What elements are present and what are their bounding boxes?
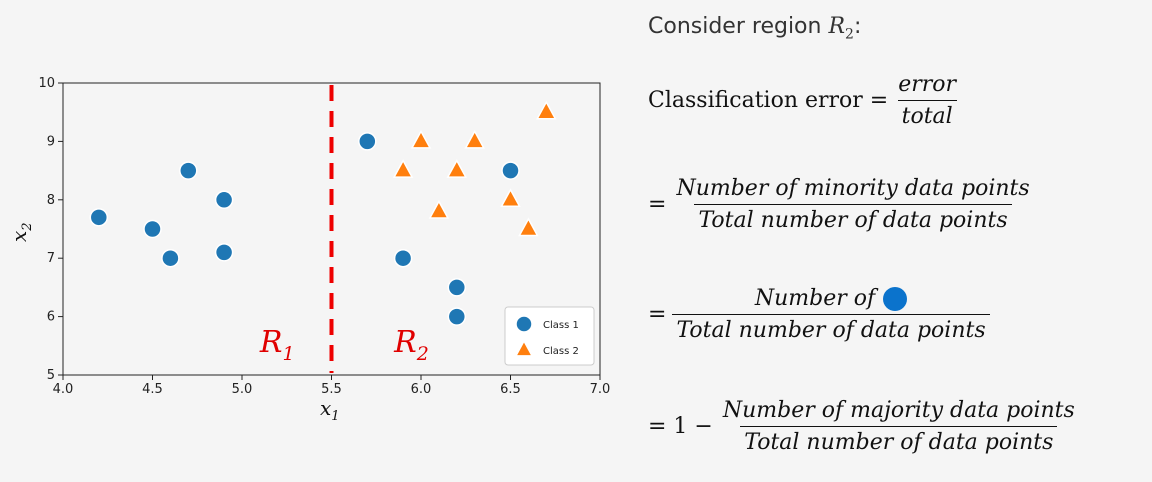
class-1-point (143, 219, 162, 239)
scatter-chart: 4.0 4.5 5.0 5.5 6.0 6.5 7.0 5 6 7 8 9 10 R1 R2 Class … (7, 76, 611, 424)
eq1-denominator: total (897, 100, 957, 129)
class-2-point (392, 159, 414, 178)
class-2-point (464, 129, 485, 149)
eq1-numerator: error (898, 72, 957, 97)
class-2-point (518, 217, 539, 237)
eq4-lhs: = 1 − (648, 414, 713, 439)
region-label-2: R2 (393, 325, 429, 365)
eq2-lhs: = (648, 192, 667, 217)
eq2-fraction: Number of minority data points Total num… (672, 176, 1033, 233)
y-tick-label: 5 (47, 368, 55, 383)
class-1-point (358, 132, 377, 151)
equation-classification-error: Classification error = error total (648, 72, 966, 129)
heading-variable: R2 (828, 14, 854, 43)
x-tick-label: 6.5 (500, 382, 521, 397)
panel-heading: Consider region R2: (648, 14, 861, 42)
eq4-numerator: Number of majority data points (722, 398, 1075, 423)
class-2-point (410, 129, 432, 149)
y-tick-label: 7 (47, 251, 55, 266)
class-1-point (393, 248, 413, 268)
eq3-numerator: Number of (751, 286, 911, 314)
eq1-lhs: Classification error = (648, 88, 889, 113)
eq2-denominator: Total number of data points (694, 204, 1012, 233)
legend-label: Class 1 (543, 320, 579, 331)
x-tick-label: 4.0 (53, 382, 74, 397)
x-tick-label: 5.5 (321, 382, 342, 397)
eq1-fraction: error total (894, 72, 960, 129)
class-2-point (500, 188, 521, 208)
class-2-point (446, 159, 468, 178)
heading-prefix: Consider region (648, 14, 829, 39)
y-tick-label: 10 (38, 76, 55, 91)
class-2-point (428, 199, 450, 219)
x-tick-label: 5.0 (232, 382, 253, 397)
eq2-numerator: Number of minority data points (676, 176, 1030, 201)
x-tick-label: 6.0 (411, 382, 432, 397)
legend-label: Class 2 (543, 346, 579, 357)
eq3-lhs: = (648, 302, 667, 327)
class-1-point (179, 161, 198, 180)
class-2-point (536, 100, 557, 120)
y-axis-label: x2 (7, 222, 35, 242)
y-tick-label: 8 (47, 193, 55, 208)
eq4-fraction: Number of majority data points Total num… (719, 398, 1079, 455)
eq4-denominator: Total number of data points (740, 426, 1058, 455)
explanation-panel: Consider region R2: Classification error… (640, 0, 1152, 482)
equation-minority: = Number of minority data points Total n… (648, 176, 1040, 233)
class-1-point (447, 307, 467, 326)
x-tick-label: 7.0 (590, 382, 611, 397)
y-tick-label: 9 (47, 134, 55, 149)
equation-class1-count: = Number of Total number of data points (648, 286, 996, 343)
class-1-point (447, 278, 467, 297)
region-label-1: R1 (259, 325, 295, 365)
x-axis-label: x1 (320, 396, 340, 424)
eq3-fraction: Number of Total number of data points (672, 286, 990, 343)
class-1-point (214, 243, 234, 262)
eq3-denominator: Total number of data points (672, 314, 990, 343)
equation-majority: = 1 − Number of majority data points Tot… (648, 398, 1085, 455)
blue-circle-icon (883, 287, 908, 311)
class-1-point (161, 248, 180, 268)
class-1-point (214, 190, 234, 210)
class-1-point (89, 208, 109, 227)
heading-suffix: : (853, 14, 862, 39)
y-tick-label: 6 (47, 310, 55, 325)
class-1-point (501, 161, 520, 180)
legend-marker-class-2 (514, 339, 534, 357)
x-tick-label: 4.5 (142, 382, 163, 397)
legend-marker-class-1 (515, 315, 533, 333)
